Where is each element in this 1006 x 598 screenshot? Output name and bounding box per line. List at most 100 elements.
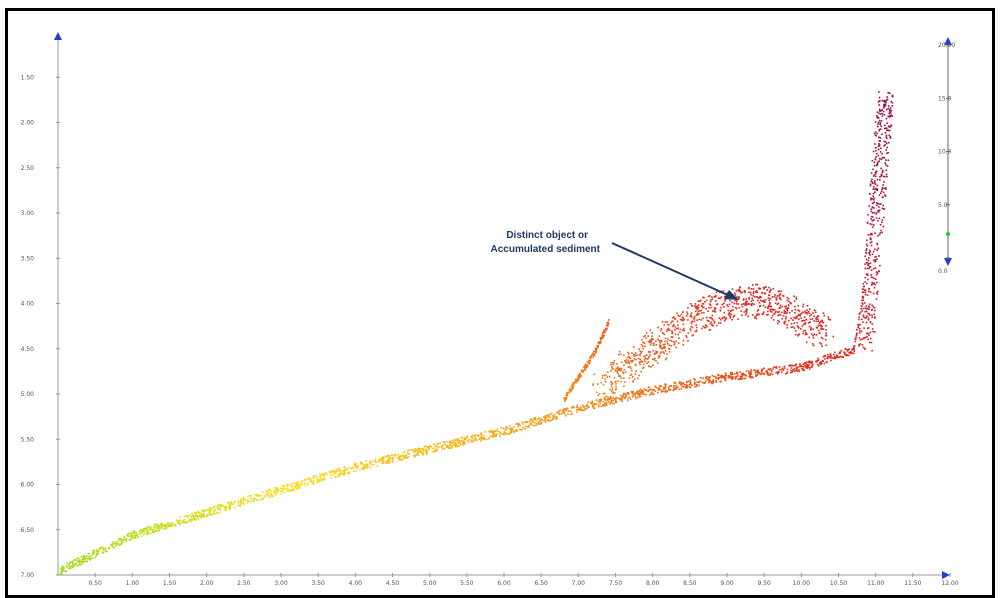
data-point [674,381,676,384]
data-point [597,341,599,344]
data-point [501,433,504,435]
data-point [638,393,640,396]
data-point [813,333,816,336]
data-point [577,407,579,409]
data-point [638,389,641,392]
data-point [858,312,861,315]
data-point [879,179,881,181]
data-point [676,320,679,323]
data-point [242,498,244,501]
data-point [795,298,798,300]
data-point [871,316,873,319]
data-point [883,113,886,116]
data-point [289,482,292,485]
data-point [749,374,751,376]
data-point [605,404,608,406]
data-point [690,312,693,314]
data-point [877,148,880,151]
data-point [643,363,645,366]
data-point [806,305,809,307]
data-point [867,213,869,216]
data-point [445,446,448,448]
data-point [185,521,188,523]
data-point [784,305,786,308]
data-point [879,99,881,102]
data-point [798,327,800,329]
data-point [127,535,130,538]
data-point [536,418,539,420]
data-point [722,290,725,292]
data-point [507,433,510,435]
data-point [123,536,126,539]
data-point [515,428,518,431]
data-point [782,295,785,297]
data-point [639,363,641,366]
data-point [722,316,724,319]
data-point [149,527,151,529]
data-point [614,401,617,404]
data-point [806,309,808,311]
data-point [548,419,550,422]
data-point [727,313,730,316]
data-point [844,352,846,354]
data-point [570,390,572,393]
data-point [873,224,875,226]
data-point [460,436,463,439]
data-point [689,302,692,305]
data-point [877,123,879,125]
data-point [322,478,324,480]
data-point [627,353,630,355]
data-point [642,341,644,344]
data-point [794,370,796,372]
data-point [710,299,712,301]
data-point [504,432,507,434]
data-point [864,281,866,283]
data-point [727,305,729,308]
data-point [825,344,828,347]
data-point [80,556,83,558]
data-point [466,439,469,442]
data-point [593,353,596,355]
data-point [280,490,283,493]
data-point [580,409,582,412]
y-tick-label: 2.50 [21,165,35,172]
data-point [708,380,711,383]
data-point [779,293,782,295]
data-point [671,330,673,332]
data-point [505,426,508,428]
data-point [801,325,804,327]
data-point [808,366,811,369]
data-point [792,369,794,371]
data-point [534,422,536,424]
data-point [728,312,730,314]
data-point [679,318,682,321]
data-point [862,285,865,288]
data-point [747,303,750,305]
data-point [451,441,454,443]
data-point [749,375,751,378]
data-point [781,367,784,369]
data-point [705,299,708,302]
data-point [876,242,878,245]
data-point [521,428,523,431]
data-point [620,380,622,383]
data-point [876,271,878,273]
x-tick-label: 11.50 [904,580,921,587]
data-point [464,438,467,441]
data-point [883,124,886,127]
data-point [780,290,783,292]
data-point [459,442,461,444]
data-point [153,523,156,526]
data-point [786,324,788,326]
data-point [854,338,857,341]
data-point [120,539,123,542]
data-point [695,314,698,316]
data-point [631,391,633,394]
data-point [695,310,697,312]
data-point [756,370,758,373]
data-point [867,312,869,315]
data-point [871,276,874,279]
data-point [879,147,882,150]
data-point [811,361,813,364]
data-point [878,144,881,147]
